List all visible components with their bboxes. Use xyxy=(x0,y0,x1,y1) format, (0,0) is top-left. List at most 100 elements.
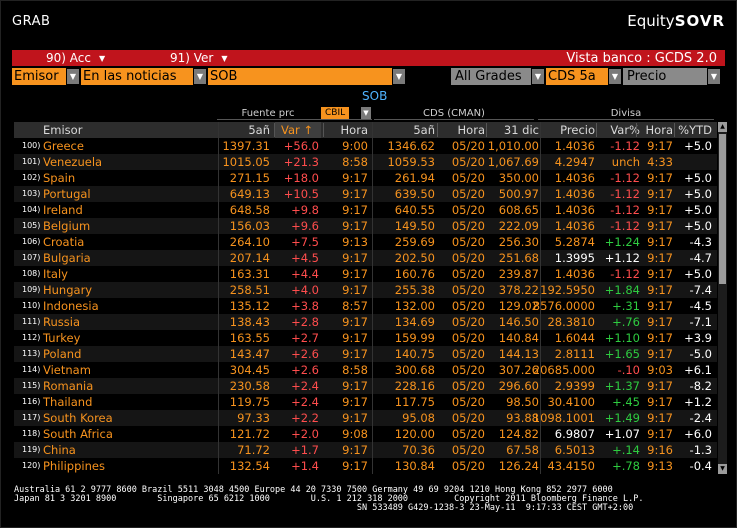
cell-hora: 8:57 xyxy=(342,299,368,313)
table-row[interactable]: 106) Croatia 264.10 +7.5 9:13 259.69 05/20 256.… xyxy=(14,234,717,250)
table-row[interactable]: 116) Thailand 119.75 +2.4 9:17 117.75 05/20 98.… xyxy=(14,394,717,410)
cell-name[interactable]: Hungary xyxy=(43,283,93,297)
cell-name[interactable]: Philippines xyxy=(43,459,105,473)
cell-ytd: -0.4 xyxy=(689,459,712,473)
cell-var: +2.6 xyxy=(291,363,319,377)
cell-varp: -1.12 xyxy=(610,267,640,281)
table-row[interactable]: 108) Italy 163.31 +4.4 9:17 160.76 05/20 239.87… xyxy=(14,266,717,282)
cell-name[interactable]: Ireland xyxy=(43,203,83,217)
col-hora[interactable]: Hora xyxy=(340,123,368,137)
ver-menu[interactable]: 91) Ver ▼ xyxy=(134,50,258,66)
table-row[interactable]: 119) China 71.72 +1.7 9:17 70.36 05/20 67.58 6.5… xyxy=(14,442,717,458)
cell-name[interactable]: Bulgaria xyxy=(43,251,91,265)
cell-ytd: +1.2 xyxy=(684,395,712,409)
cell-varp: +1.84 xyxy=(604,283,640,297)
col-5a[interactable]: 5añ xyxy=(248,123,270,137)
cell-n: 104) xyxy=(22,205,41,214)
table-row[interactable]: 105) Belgium 156.03 +9.6 9:17 149.50 05/20 222.… xyxy=(14,218,717,234)
cell-a5: 163.55 xyxy=(229,331,270,345)
cds-filter[interactable]: CDS 5a xyxy=(546,68,608,85)
col-5a-cds[interactable]: 5añ xyxy=(413,123,435,137)
divider xyxy=(540,122,541,474)
cell-name[interactable]: Indonesia xyxy=(43,299,99,313)
col-ytd[interactable]: %YTD xyxy=(678,123,712,137)
cell-dic: 307.26 xyxy=(498,363,539,377)
cell-a5b: 159.99 xyxy=(394,331,435,345)
cell-varp: -1.12 xyxy=(610,171,640,185)
cell-name[interactable]: Italy xyxy=(43,267,68,281)
table-row[interactable]: 112) Turkey 163.55 +2.7 9:17 159.99 05/20 140.8… xyxy=(14,330,717,346)
noticias-filter[interactable]: En las noticias xyxy=(81,68,193,85)
chevron-down-icon[interactable]: ▼ xyxy=(609,69,621,84)
cell-a5: 230.58 xyxy=(229,379,270,393)
cell-fecha: 05/20 xyxy=(451,299,485,313)
cell-dic: 1,010.00 xyxy=(487,139,539,153)
chevron-down-icon[interactable]: ▼ xyxy=(532,69,544,84)
table-row[interactable]: 110) Indonesia 135.12 +3.8 8:57 132.00 05/20 12… xyxy=(14,298,717,314)
cell-name[interactable]: Belgium xyxy=(43,219,91,233)
cell-a5b: 300.68 xyxy=(394,363,435,377)
cell-name[interactable]: Romania xyxy=(43,379,94,393)
col-varp[interactable]: Var% xyxy=(610,123,640,137)
cell-name[interactable]: Russia xyxy=(43,315,80,329)
scrollbar[interactable]: ▲ ▼ xyxy=(718,122,727,474)
table-row[interactable]: 117) South Korea 97.33 +2.2 9:17 95.08 05/20 93… xyxy=(14,410,717,426)
table-row[interactable]: 111) Russia 138.43 +2.8 9:17 134.69 05/20 146.5… xyxy=(14,314,717,330)
cell-hora: 9:17 xyxy=(342,331,368,345)
table-row[interactable]: 120) Philippines 132.54 +1.4 9:17 130.84 05/20… xyxy=(14,458,717,474)
chevron-down-icon[interactable]: ▼ xyxy=(67,69,79,84)
sob-filter[interactable]: SOB xyxy=(208,68,392,85)
table-row[interactable]: 107) Bulgaria 207.14 +4.5 9:17 202.50 05/20 251… xyxy=(14,250,717,266)
cell-n: 101) xyxy=(22,157,41,166)
table-row[interactable]: 113) Poland 143.47 +2.6 9:17 140.75 05/20 144.1… xyxy=(14,346,717,362)
table-row[interactable]: 118) South Africa 121.72 +2.0 9:08 120.00 05/2… xyxy=(14,426,717,442)
cell-var: +9.8 xyxy=(291,203,319,217)
chevron-down-icon[interactable]: ▼ xyxy=(708,69,720,84)
divider xyxy=(372,122,373,474)
col-31dic[interactable]: 31 dic xyxy=(503,123,539,137)
fuente-header: Fuente prc xyxy=(241,107,295,119)
table-row[interactable]: 101) Venezuela 1015.05 +21.3 8:58 1059.53 05/2… xyxy=(14,154,717,170)
grades-filter[interactable]: All Grades xyxy=(451,68,531,85)
cell-name[interactable]: Poland xyxy=(43,347,82,361)
cell-name[interactable]: Thailand xyxy=(43,395,93,409)
cbil-selector[interactable]: CBIL xyxy=(321,107,350,119)
table-row[interactable]: 114) Vietnam 304.45 +2.6 8:58 300.68 05/20 307.… xyxy=(14,362,717,378)
col-hora-divisa[interactable]: Hora xyxy=(645,123,673,137)
emisor-filter[interactable]: Emisor xyxy=(12,68,66,85)
cell-name[interactable]: Turkey xyxy=(43,331,81,345)
cell-precio: 8576.0000 xyxy=(532,299,595,313)
table-row[interactable]: 100) Greece 1397.31 +56.0 9:00 1346.62 05/20 1,… xyxy=(14,138,717,154)
cell-name[interactable]: China xyxy=(43,443,76,457)
cell-precio: 20685.000 xyxy=(532,363,595,377)
acc-menu[interactable]: 90) Acc ▼ xyxy=(12,50,134,66)
scroll-thumb[interactable] xyxy=(719,134,726,284)
cell-name[interactable]: Portugal xyxy=(43,187,91,201)
cell-name[interactable]: Venezuela xyxy=(43,155,103,169)
table-row[interactable]: 104) Ireland 648.58 +9.8 9:17 640.55 05/20 608.… xyxy=(14,202,717,218)
table-row[interactable]: 109) Hungary 258.51 +4.0 9:17 255.38 05/20 378.… xyxy=(14,282,717,298)
chevron-down-icon[interactable]: ▼ xyxy=(361,107,371,119)
cell-hora2: 9:17 xyxy=(647,331,673,345)
cell-var: +10.5 xyxy=(283,187,319,201)
scroll-up-arrow-icon[interactable]: ▲ xyxy=(718,122,727,132)
table-row[interactable]: 103) Portugal 649.13 +10.5 9:17 639.50 05/20 50… xyxy=(14,186,717,202)
cell-name[interactable]: Croatia xyxy=(43,235,85,249)
chevron-down-icon[interactable]: ▼ xyxy=(393,69,405,84)
cell-hora: 9:17 xyxy=(342,315,368,329)
cell-name[interactable]: South Korea xyxy=(43,411,113,425)
cell-name[interactable]: Spain xyxy=(43,171,76,185)
col-hora-cds[interactable]: Hora xyxy=(457,123,485,137)
chevron-down-icon[interactable]: ▼ xyxy=(194,69,206,84)
cell-name[interactable]: Vietnam xyxy=(43,363,91,377)
precio-filter[interactable]: Precio xyxy=(623,68,707,85)
table-row[interactable]: 102) Spain 271.15 +18.0 9:17 261.94 05/20 350.0… xyxy=(14,170,717,186)
cell-name[interactable]: South Africa xyxy=(43,427,113,441)
scroll-down-arrow-icon[interactable]: ▼ xyxy=(718,464,727,474)
cell-name[interactable]: Greece xyxy=(43,139,84,153)
cell-dic: 378.22 xyxy=(498,283,539,297)
col-var[interactable]: Var ↑ xyxy=(275,122,321,138)
col-emisor[interactable]: Emisor xyxy=(43,123,83,137)
col-precio[interactable]: Precio xyxy=(560,123,595,137)
table-row[interactable]: 115) Romania 230.58 +2.4 9:17 228.16 05/20 296.… xyxy=(14,378,717,394)
